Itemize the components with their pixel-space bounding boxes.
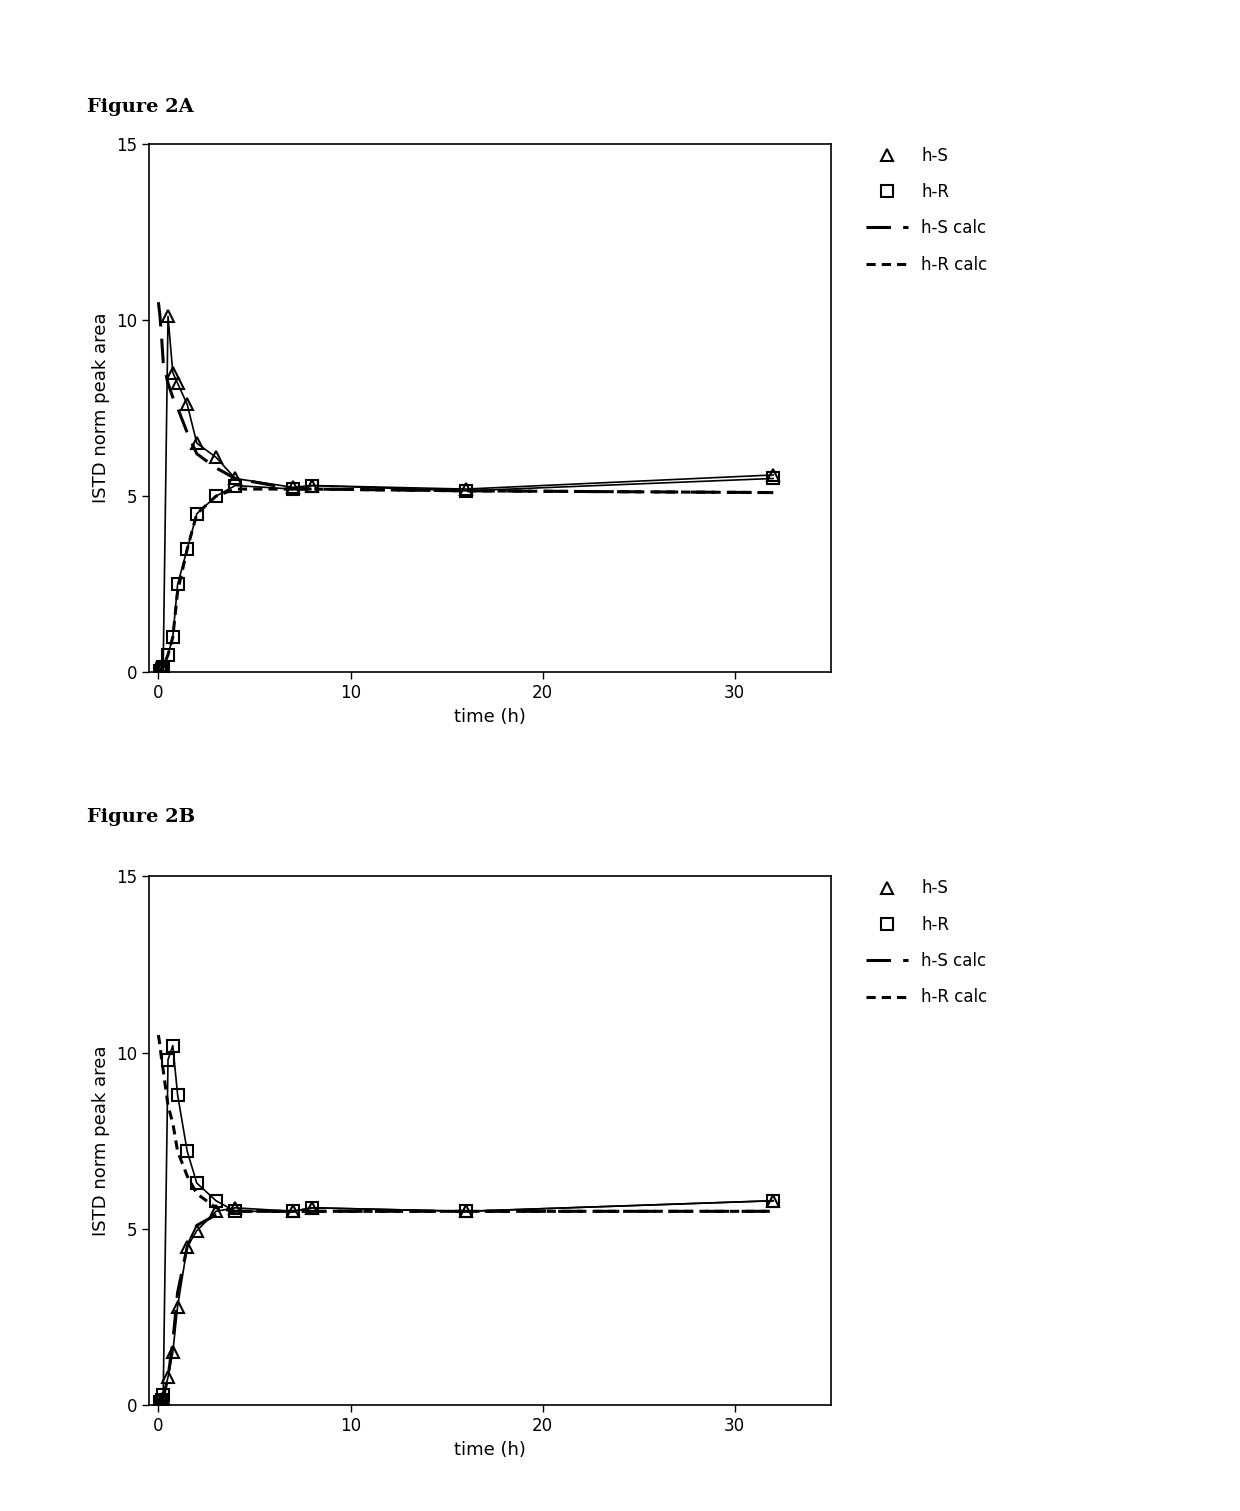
Y-axis label: ISTD norm peak area: ISTD norm peak area bbox=[92, 313, 110, 503]
Text: Figure 2B: Figure 2B bbox=[87, 808, 195, 827]
Legend: h-S, h-R, h-S calc, h-R calc: h-S, h-R, h-S calc, h-R calc bbox=[867, 879, 988, 1006]
Y-axis label: ISTD norm peak area: ISTD norm peak area bbox=[92, 1046, 110, 1236]
Text: Figure 2A: Figure 2A bbox=[87, 98, 193, 116]
Legend: h-S, h-R, h-S calc, h-R calc: h-S, h-R, h-S calc, h-R calc bbox=[867, 147, 988, 273]
X-axis label: time (h): time (h) bbox=[454, 707, 526, 725]
X-axis label: time (h): time (h) bbox=[454, 1440, 526, 1458]
